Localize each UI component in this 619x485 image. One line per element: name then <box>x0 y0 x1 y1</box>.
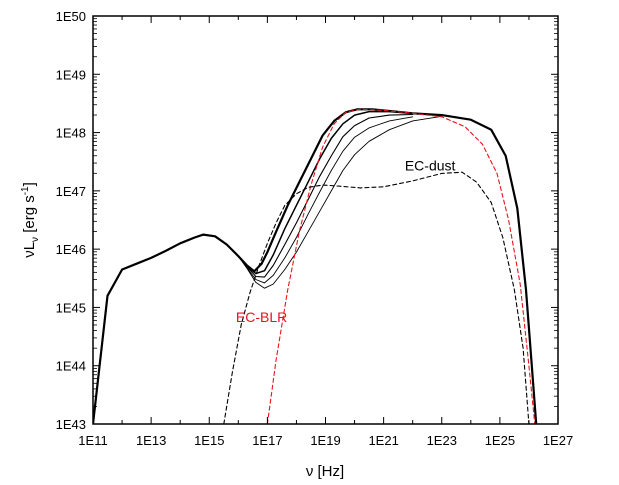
series-layer <box>93 108 538 424</box>
y-axis-title-exp: -1 <box>20 186 31 195</box>
series-line-1 <box>93 108 538 424</box>
y-tick-label: 1E47 <box>56 184 86 199</box>
x-tick-label: 1E27 <box>543 433 573 448</box>
y-axis-title-close: ] <box>21 182 38 186</box>
x-tick-label: 1E13 <box>136 433 166 448</box>
series-line-5 <box>237 115 443 289</box>
y-axis-title-sub: ν <box>30 237 41 242</box>
x-tick-label: 1E17 <box>252 433 282 448</box>
series-line-2 <box>237 110 414 275</box>
x-tick-label: 1E11 <box>78 433 107 448</box>
x-tick-label: 1E19 <box>310 433 340 448</box>
svg-text:νLν [erg s-1]: νLν [erg s-1] <box>20 182 41 258</box>
y-tick-label: 1E45 <box>56 300 86 315</box>
series-line-3 <box>237 113 414 278</box>
annotation-layer: EC-dust EC-BLR <box>236 157 456 325</box>
y-axis-title-units: [erg s <box>21 195 38 237</box>
y-tick-label: 1E46 <box>56 242 86 257</box>
x-tick-label: 1E15 <box>194 433 224 448</box>
tick-layer: 1E11 1E13 1E15 1E17 1E19 1E21 1E23 1E25 1E27 1E43… <box>56 9 574 448</box>
y-tick-label: 1E49 <box>56 67 86 82</box>
y-tick-label: 1E50 <box>56 9 86 24</box>
series-line-4 <box>237 116 414 284</box>
y-tick-label: 1E48 <box>56 126 86 141</box>
y-axis-title: νLν [erg s-1] <box>20 182 41 258</box>
x-tick-label: 1E23 <box>427 433 457 448</box>
plot-frame <box>92 15 559 425</box>
x-axis-title: ν [Hz] <box>306 463 344 480</box>
y-tick-label: 1E44 <box>56 359 86 374</box>
series-line-7 <box>223 171 530 424</box>
annotation-label-2: EC-BLR <box>236 309 287 325</box>
y-axis-title-main: νL <box>21 242 38 258</box>
series-line-6 <box>266 108 536 424</box>
annotation-label-1: EC-dust <box>405 157 456 173</box>
x-tick-label: 1E25 <box>485 433 515 448</box>
y-tick-label: 1E43 <box>56 417 86 432</box>
x-tick-label: 1E21 <box>368 433 398 448</box>
